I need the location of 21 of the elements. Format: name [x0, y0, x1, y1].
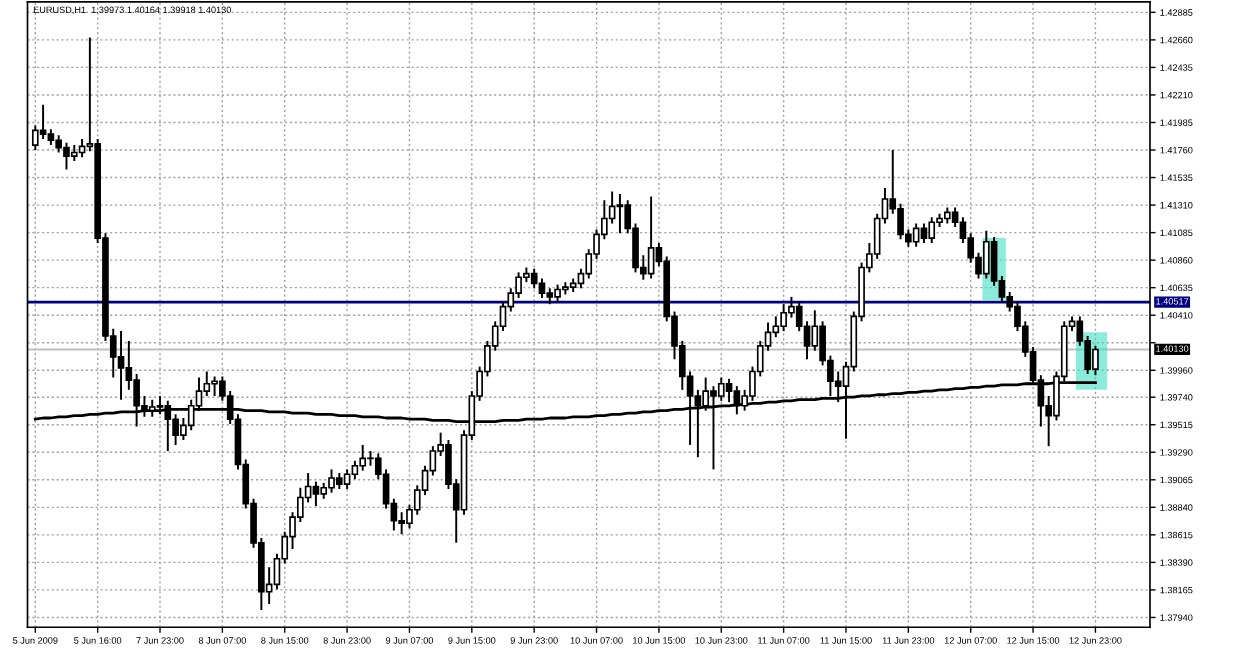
- candlestick: [328, 468, 335, 494]
- candlestick: [343, 468, 351, 490]
- candlestick: [312, 480, 320, 508]
- candlestick: [780, 303, 787, 333]
- candlestick: [772, 315, 780, 339]
- candlestick: [359, 443, 367, 472]
- candlestick: [616, 193, 624, 235]
- candlestick: [928, 216, 936, 244]
- candlestick: [211, 375, 218, 397]
- candlestick: [156, 395, 164, 416]
- candlestick: [538, 277, 546, 300]
- candlestick: [63, 141, 70, 171]
- candlestick: [351, 459, 359, 481]
- candlestick: [530, 267, 538, 290]
- candlestick: [920, 222, 928, 244]
- candlestick: [1092, 344, 1099, 377]
- candlestick: [912, 222, 920, 248]
- candlestick: [117, 330, 125, 401]
- candlestick: [647, 195, 655, 280]
- candlestick: [39, 103, 47, 140]
- candlestick: [982, 229, 990, 280]
